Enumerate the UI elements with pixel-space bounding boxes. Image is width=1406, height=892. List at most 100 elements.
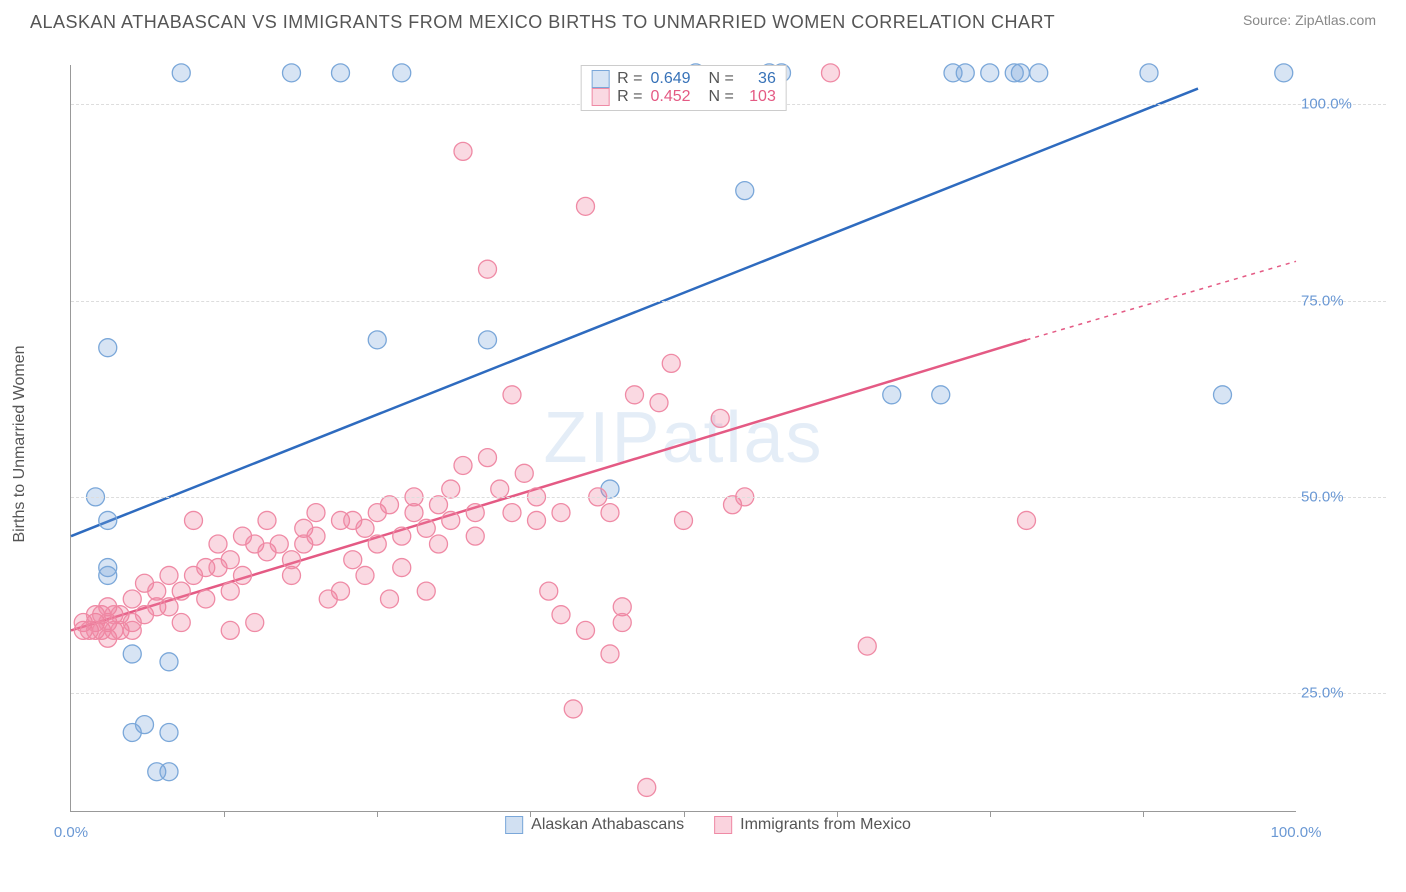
x-tick <box>224 811 225 817</box>
data-point <box>883 386 901 404</box>
data-point <box>503 504 521 522</box>
legend-stat-row: R =0.649N =36 <box>591 70 776 88</box>
data-point <box>160 598 178 616</box>
data-point <box>160 723 178 741</box>
data-point <box>491 480 509 498</box>
data-point <box>393 527 411 545</box>
data-point <box>613 614 631 632</box>
legend-swatch <box>505 816 523 834</box>
data-point <box>123 621 141 639</box>
x-tick-label: 0.0% <box>54 824 88 841</box>
data-point <box>638 778 656 796</box>
data-point <box>858 637 876 655</box>
stat-n-label: N = <box>709 88 734 106</box>
legend-swatch <box>714 816 732 834</box>
y-tick-label: 50.0% <box>1301 488 1381 505</box>
data-point <box>1214 386 1232 404</box>
data-point <box>1140 64 1158 82</box>
grid-line <box>71 301 1386 302</box>
stat-n-value: 103 <box>742 88 776 106</box>
data-point <box>368 331 386 349</box>
stat-r-value: 0.452 <box>651 88 701 106</box>
data-point <box>307 527 325 545</box>
y-axis-label: Births to Unmarried Women <box>11 345 29 542</box>
y-tick-label: 25.0% <box>1301 685 1381 702</box>
data-point <box>417 519 435 537</box>
data-point <box>736 182 754 200</box>
legend-label: Immigrants from Mexico <box>740 816 911 834</box>
data-point <box>552 606 570 624</box>
data-point <box>430 496 448 514</box>
data-point <box>99 511 117 529</box>
data-point <box>246 614 264 632</box>
data-point <box>932 386 950 404</box>
data-point <box>442 511 460 529</box>
data-point <box>99 566 117 584</box>
data-point <box>356 519 374 537</box>
data-point <box>528 511 546 529</box>
data-point <box>283 551 301 569</box>
data-point <box>381 590 399 608</box>
data-point <box>552 504 570 522</box>
y-tick-label: 100.0% <box>1301 96 1381 113</box>
data-point <box>393 64 411 82</box>
legend-item: Immigrants from Mexico <box>714 816 911 834</box>
source-label: Source: ZipAtlas.com <box>1243 12 1376 28</box>
data-point <box>430 535 448 553</box>
data-point <box>626 386 644 404</box>
chart-container: Births to Unmarried Women ZIPatlas R =0.… <box>30 45 1386 842</box>
data-point <box>601 645 619 663</box>
grid-line <box>71 693 1386 694</box>
data-point <box>417 582 435 600</box>
data-point <box>577 197 595 215</box>
data-point <box>454 456 472 474</box>
data-point <box>675 511 693 529</box>
data-point <box>332 64 350 82</box>
series-legend: Alaskan Athabascans Immigrants from Mexic… <box>505 816 911 834</box>
data-point <box>479 449 497 467</box>
data-point <box>172 64 190 82</box>
chart-title: ALASKAN ATHABASCAN VS IMMIGRANTS FROM ME… <box>30 12 1055 33</box>
legend-swatch <box>591 70 609 88</box>
data-point <box>822 64 840 82</box>
data-point <box>172 582 190 600</box>
data-point <box>221 582 239 600</box>
data-point <box>344 551 362 569</box>
data-point <box>172 614 190 632</box>
data-point <box>148 582 166 600</box>
trend-line <box>71 89 1198 537</box>
legend-item: Alaskan Athabascans <box>505 816 684 834</box>
data-point <box>1030 64 1048 82</box>
data-point <box>466 527 484 545</box>
data-point <box>197 590 215 608</box>
data-point <box>234 566 252 584</box>
data-point <box>307 504 325 522</box>
data-point <box>160 653 178 671</box>
data-point <box>1018 511 1036 529</box>
data-point <box>981 64 999 82</box>
data-point <box>258 511 276 529</box>
legend-stat-row: R =0.452N =103 <box>591 88 776 106</box>
data-point <box>221 551 239 569</box>
data-point <box>209 535 227 553</box>
data-point <box>136 716 154 734</box>
data-point <box>1011 64 1029 82</box>
chart-header: ALASKAN ATHABASCAN VS IMMIGRANTS FROM ME… <box>0 0 1406 33</box>
data-point <box>393 559 411 577</box>
legend-label: Alaskan Athabascans <box>531 816 684 834</box>
plot-area: ZIPatlas R =0.649N =36R =0.452N =103 25.… <box>70 65 1296 812</box>
data-point <box>332 582 350 600</box>
data-point <box>99 339 117 357</box>
data-point <box>540 582 558 600</box>
data-point <box>160 566 178 584</box>
stat-r-label: R = <box>617 70 642 88</box>
data-point <box>564 700 582 718</box>
data-point <box>185 511 203 529</box>
legend-swatch <box>591 88 609 106</box>
x-tick <box>1143 811 1144 817</box>
data-point <box>123 645 141 663</box>
data-point <box>503 386 521 404</box>
x-tick-label: 100.0% <box>1271 824 1322 841</box>
data-point <box>442 480 460 498</box>
data-point <box>466 504 484 522</box>
